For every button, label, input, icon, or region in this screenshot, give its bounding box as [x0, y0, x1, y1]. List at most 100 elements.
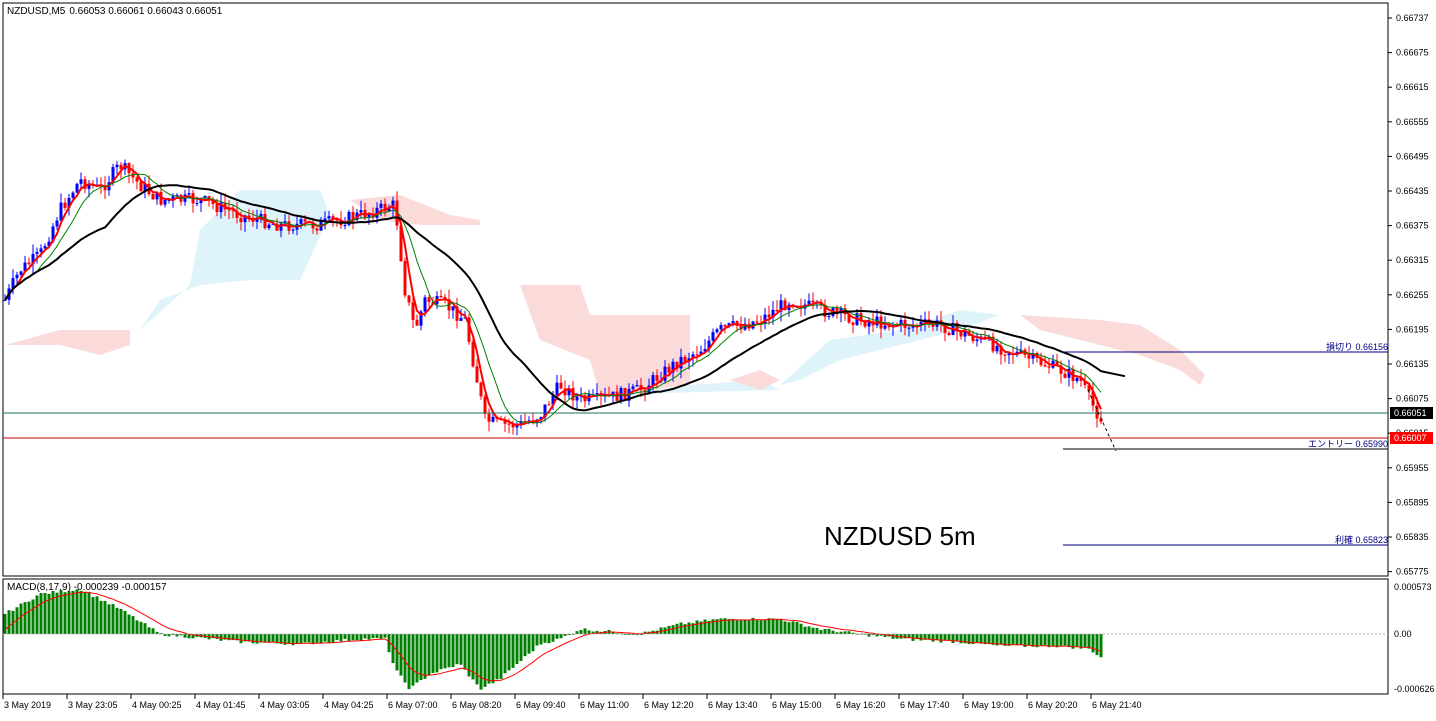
candle-body: [631, 386, 635, 389]
cloud-patch: [730, 370, 780, 390]
macd-bar: [823, 628, 827, 634]
macd-bar: [191, 634, 195, 639]
time-axis-label: 6 May 15:00: [772, 700, 822, 710]
macd-bar: [891, 634, 895, 639]
candle-body: [23, 262, 27, 272]
candle-body: [975, 339, 979, 342]
candle-body: [31, 253, 35, 265]
candle-body: [411, 302, 415, 320]
macd-bar: [671, 625, 675, 634]
candle-body: [471, 341, 475, 367]
time-axis-label: 4 May 03:05: [260, 700, 310, 710]
candle-body: [935, 320, 939, 327]
macd-bar: [63, 592, 67, 634]
macd-bar: [807, 626, 811, 634]
macd-bar: [839, 631, 843, 634]
macd-bar: [31, 599, 35, 634]
macd-bar: [379, 634, 383, 639]
price-axis-label: 0.66315: [1396, 255, 1429, 265]
time-axis-label: 6 May 08:20: [452, 700, 502, 710]
macd-bar: [511, 634, 515, 668]
time-axis-label: 4 May 04:25: [324, 700, 374, 710]
macd-bar: [343, 634, 347, 639]
macd-bar: [1007, 634, 1011, 646]
macd-bar: [539, 634, 543, 645]
macd-bar: [123, 610, 127, 634]
candle-body: [851, 322, 855, 325]
macd-bar: [59, 590, 63, 634]
macd-bar: [183, 634, 187, 638]
cloud-patch: [520, 285, 690, 395]
candle-body: [783, 300, 787, 311]
macd-bar: [715, 619, 719, 634]
macd-bar: [691, 623, 695, 634]
macd-bar: [259, 634, 263, 643]
candle-body: [827, 315, 831, 317]
candle-body: [1059, 365, 1063, 374]
macd-bar: [43, 592, 47, 634]
macd-bar: [151, 628, 155, 634]
macd-bar: [51, 590, 55, 634]
macd-bar: [835, 632, 839, 634]
macd-bar: [1071, 634, 1075, 649]
candle-body: [711, 332, 715, 341]
macd-bar: [523, 634, 527, 657]
macd-bar: [1091, 634, 1095, 653]
macd-bar: [531, 634, 535, 652]
macd-bar: [1083, 634, 1087, 648]
macd-bar: [315, 634, 319, 643]
candle-body: [475, 366, 479, 383]
macd-bar: [527, 634, 531, 654]
macd-bar: [371, 634, 375, 639]
macd-bar: [747, 620, 751, 634]
candle-body: [1003, 354, 1007, 356]
candle-body: [399, 225, 403, 262]
macd-bar: [843, 631, 847, 634]
macd-bar: [827, 628, 831, 634]
macd-bar: [327, 634, 331, 643]
macd-bar: [127, 614, 131, 634]
macd-bar: [251, 634, 255, 644]
candle-body: [219, 202, 223, 213]
macd-bar: [295, 634, 299, 644]
candle-body: [239, 217, 243, 223]
cloud-patch: [780, 310, 1000, 385]
candle-body: [767, 314, 771, 318]
price-axis-label: 0.65775: [1396, 567, 1429, 577]
candle-body: [487, 413, 491, 422]
macd-bar: [515, 634, 519, 665]
macd-bar: [543, 634, 547, 643]
macd-bar: [3, 613, 7, 634]
macd-bar: [23, 602, 27, 634]
candle-body: [55, 220, 59, 227]
macd-bar: [575, 631, 579, 634]
candle-body: [227, 209, 231, 211]
macd-bar: [775, 619, 779, 634]
macd-bar: [1063, 634, 1067, 646]
macd-bar: [7, 610, 11, 634]
macd-bar: [819, 630, 823, 634]
macd-bar: [367, 634, 371, 640]
candle-body: [383, 203, 387, 212]
macd-bar: [763, 619, 767, 634]
macd-bar: [163, 634, 167, 636]
candle-body: [51, 226, 55, 242]
macd-bar: [899, 634, 903, 639]
price-axis-label: 0.65955: [1396, 463, 1429, 473]
candle-body: [231, 210, 235, 212]
candle-body: [1099, 418, 1103, 422]
candle-body: [955, 323, 959, 331]
macd-bar: [339, 634, 343, 642]
macd-bar: [767, 618, 771, 634]
candle-body: [695, 354, 699, 356]
macd-bar: [867, 634, 871, 637]
candle-body: [1055, 360, 1059, 366]
candle-body: [723, 325, 727, 327]
macd-bar: [311, 634, 315, 645]
macd-bar: [851, 632, 855, 634]
macd-bar: [99, 600, 103, 634]
macd-bar: [467, 634, 471, 677]
macd-bar: [931, 634, 935, 642]
candle-body: [451, 306, 455, 311]
